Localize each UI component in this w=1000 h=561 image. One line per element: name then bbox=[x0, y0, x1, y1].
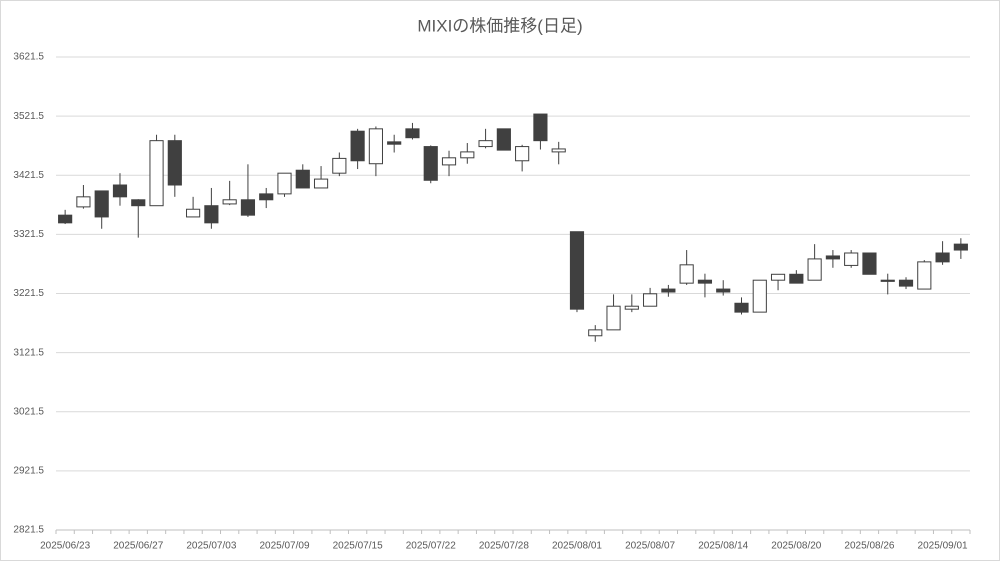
candle-body bbox=[496, 128, 511, 151]
y-tick-label: 2921.5 bbox=[13, 466, 44, 477]
candle-body bbox=[167, 140, 182, 186]
y-tick-label: 3521.5 bbox=[13, 111, 44, 122]
y-tick-label: 3621.5 bbox=[13, 52, 44, 63]
candle-body bbox=[935, 252, 950, 263]
candle-body bbox=[259, 193, 274, 201]
candle-body bbox=[478, 140, 493, 148]
candle-body bbox=[313, 178, 329, 189]
candle-body bbox=[697, 279, 713, 284]
candle-body bbox=[460, 151, 475, 159]
x-tick-label: 2025/08/26 bbox=[844, 541, 894, 552]
candle-body bbox=[149, 140, 164, 207]
candle-body bbox=[515, 146, 530, 162]
candle-body bbox=[844, 252, 859, 266]
x-tick-label: 2025/06/23 bbox=[40, 541, 90, 552]
candle-body bbox=[76, 196, 91, 208]
candle-body bbox=[295, 169, 310, 189]
candle-body bbox=[533, 113, 548, 142]
x-tick-label: 2025/08/14 bbox=[698, 541, 748, 552]
candle-body bbox=[752, 279, 767, 313]
candle-body bbox=[204, 205, 219, 224]
candle-body bbox=[862, 252, 877, 275]
x-tick-label: 2025/08/07 bbox=[625, 541, 675, 552]
candle-body bbox=[643, 293, 658, 307]
y-tick-label: 3421.5 bbox=[13, 170, 44, 181]
y-tick-label: 3321.5 bbox=[13, 229, 44, 240]
candle-body bbox=[770, 273, 786, 281]
candle-body bbox=[387, 141, 402, 145]
candle-body bbox=[716, 288, 731, 293]
candle-body bbox=[551, 148, 566, 153]
candle-body bbox=[569, 231, 585, 310]
candle-body bbox=[186, 208, 201, 218]
candle-body bbox=[368, 128, 383, 165]
x-tick-label: 2025/09/01 bbox=[918, 541, 968, 552]
x-tick-label: 2025/07/15 bbox=[333, 541, 383, 552]
candle-body bbox=[679, 264, 694, 284]
candle-body bbox=[94, 190, 109, 218]
candle-body bbox=[807, 258, 822, 281]
candle-body bbox=[734, 302, 749, 313]
candle-body bbox=[624, 305, 639, 310]
candle-body bbox=[131, 199, 146, 207]
candle-body bbox=[277, 172, 292, 195]
candle-body bbox=[332, 157, 347, 174]
x-tick-label: 2025/08/01 bbox=[552, 541, 602, 552]
candle-body bbox=[953, 243, 968, 251]
candle-body bbox=[222, 199, 237, 205]
candle-body bbox=[58, 214, 73, 224]
candle-body bbox=[606, 305, 621, 331]
x-tick-label: 2025/07/28 bbox=[479, 541, 529, 552]
candle-body bbox=[405, 128, 420, 139]
candle-body bbox=[350, 130, 365, 162]
x-tick-label: 2025/07/22 bbox=[406, 541, 456, 552]
candle-body bbox=[112, 184, 128, 198]
y-tick-label: 3221.5 bbox=[13, 288, 44, 299]
candle-body bbox=[240, 199, 256, 216]
x-tick-label: 2025/07/03 bbox=[186, 541, 236, 552]
candle-body bbox=[789, 273, 804, 284]
y-tick-label: 3021.5 bbox=[13, 406, 44, 417]
y-tick-label: 2821.5 bbox=[13, 525, 44, 536]
candle-body bbox=[423, 146, 438, 181]
y-tick-label: 3121.5 bbox=[13, 347, 44, 358]
x-tick-label: 2025/08/20 bbox=[771, 541, 821, 552]
candle-body bbox=[880, 279, 895, 282]
x-tick-label: 2025/06/27 bbox=[113, 541, 163, 552]
candle-body bbox=[917, 261, 932, 290]
candle-body bbox=[588, 329, 603, 337]
candle-body bbox=[898, 279, 914, 287]
chart-title: MIXIの株価推移(日足) bbox=[417, 16, 582, 35]
candle-body bbox=[825, 255, 840, 260]
candle-body bbox=[661, 288, 676, 293]
candle-body bbox=[441, 157, 457, 166]
x-tick-label: 2025/07/09 bbox=[259, 541, 309, 552]
